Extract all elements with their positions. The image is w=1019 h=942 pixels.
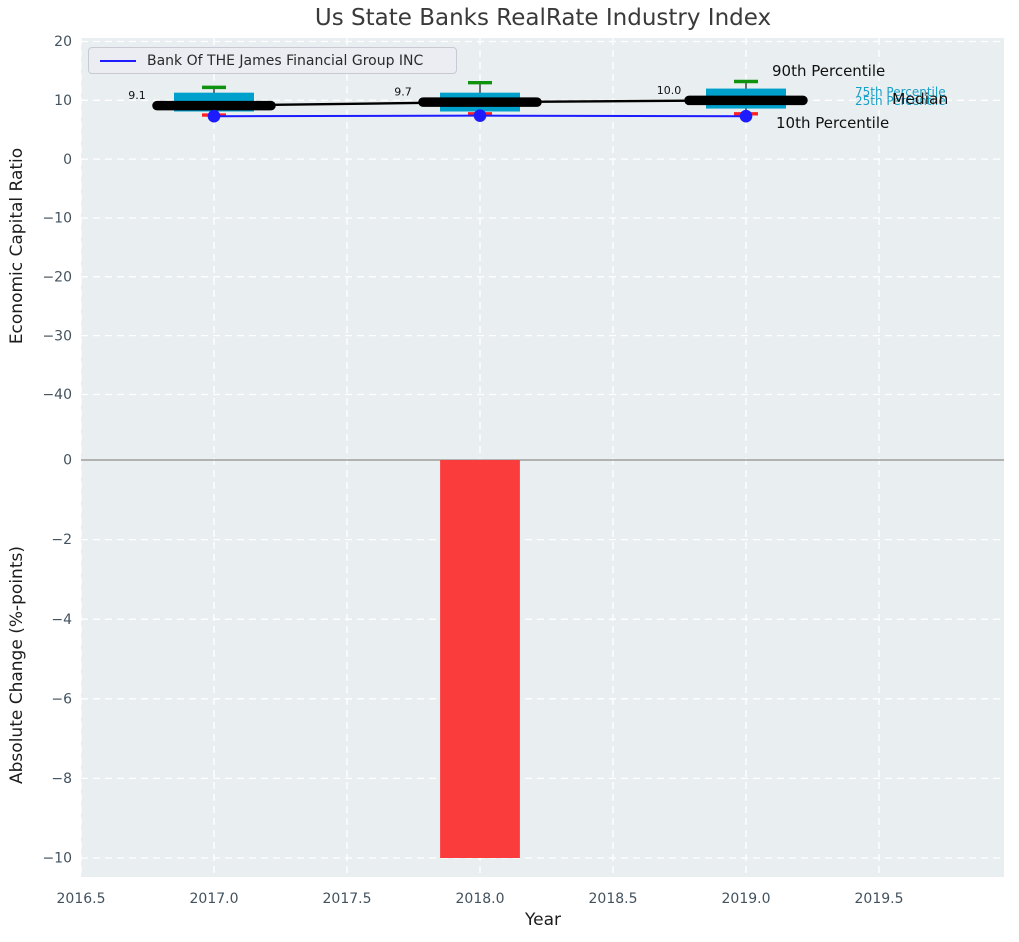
- median-value-label-2019: 10.0: [657, 84, 682, 97]
- legend: Bank Of THE James Financial Group INC: [88, 47, 457, 74]
- annotation-75th-percentile: 75th Percentile: [855, 85, 946, 99]
- xtick-2016.5: 2016.5: [57, 891, 106, 907]
- xtick-2019.5: 2019.5: [855, 891, 904, 907]
- x-axis-label: Year: [525, 910, 561, 930]
- chart-title: Us State Banks RealRate Industry Index: [314, 5, 772, 31]
- bottom-ytick-−4: −4: [51, 612, 72, 628]
- bank-marker-2017: [207, 109, 221, 123]
- xtick-2018.5: 2018.5: [589, 891, 638, 907]
- bottom-ytick-−10: −10: [42, 851, 72, 867]
- bottom-ytick-0: 0: [63, 453, 72, 469]
- median-value-label-2017: 9.1: [128, 89, 146, 102]
- legend-line-sample: [100, 59, 136, 62]
- top-ytick-−20: −20: [42, 269, 72, 285]
- top-ytick-−10: −10: [42, 211, 72, 227]
- annotation-25th-percentile: 25th Percentile: [855, 94, 946, 108]
- bank-marker-2019: [739, 109, 753, 123]
- bottom-ytick-−2: −2: [51, 532, 72, 548]
- xtick-2018.0: 2018.0: [456, 891, 505, 907]
- legend-label: Bank Of THE James Financial Group INC: [147, 52, 424, 69]
- bottom-y-axis-label: Absolute Change (%-points): [7, 546, 27, 784]
- median-value-label-2018: 9.7: [394, 86, 412, 99]
- xtick-2017.5: 2017.5: [323, 891, 372, 907]
- annotation-10th-percentile: 10th Percentile: [776, 114, 890, 132]
- change-bar-2018: [440, 460, 520, 858]
- top-ytick-20: 20: [54, 34, 72, 50]
- bottom-ytick-−6: −6: [51, 691, 72, 707]
- top-ytick-−30: −30: [42, 328, 72, 344]
- top-y-axis-label: Economic Capital Ratio: [7, 147, 27, 345]
- bottom-ytick-−8: −8: [51, 771, 72, 787]
- plot-background: [81, 38, 1004, 877]
- xtick-2017.0: 2017.0: [190, 891, 239, 907]
- top-ytick-−40: −40: [42, 387, 72, 403]
- top-ytick-0: 0: [63, 152, 72, 168]
- annotation-median: Median: [892, 90, 949, 108]
- annotation-90th-percentile: 90th Percentile: [772, 62, 886, 80]
- top-ytick-10: 10: [54, 93, 72, 109]
- bank-marker-2018: [473, 109, 487, 122]
- xtick-2019.0: 2019.0: [722, 891, 771, 907]
